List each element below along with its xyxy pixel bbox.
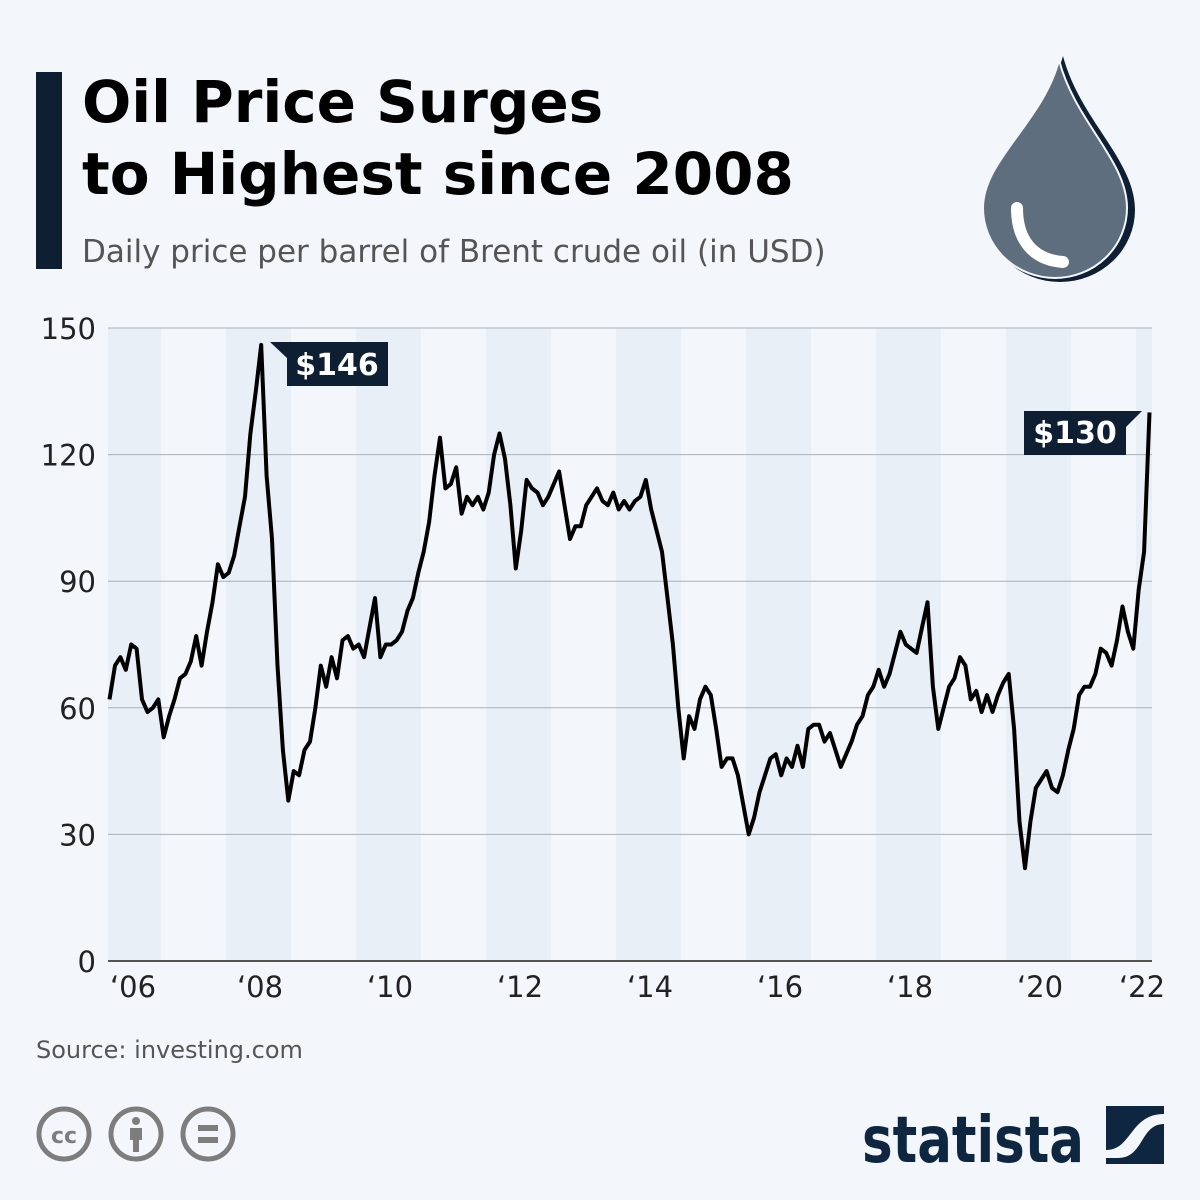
svg-text:cc: cc [51,1124,77,1149]
brand-name: statista [862,1104,1084,1170]
x-tick-label: ‘18 [887,970,933,1004]
x-tick-label: ‘22 [1119,970,1165,1004]
x-tick-label: ‘12 [497,970,543,1004]
attribution-icon[interactable] [108,1106,164,1162]
page-title: Oil Price Surges to Highest since 2008 [82,66,942,210]
annotation-text: $130 [1033,416,1117,451]
annotation-text: $146 [295,348,379,383]
y-tick-label: 0 [78,945,96,979]
x-axis-ticks: ‘06 ‘08 ‘10 ‘12 ‘14 ‘16 ‘18 ‘20 ‘22 [110,970,1165,1004]
y-tick-label: 120 [41,439,96,473]
year-band [746,328,811,961]
annotation-flag [270,342,388,386]
year-bands [108,328,1152,961]
x-tick-label: ‘20 [1017,970,1063,1004]
gridlines [108,327,1152,962]
annotations: $146 $130 [270,342,1142,455]
creative-commons-icon[interactable]: cc [36,1106,92,1162]
title-line-2: to Highest since 2008 [82,140,794,208]
x-tick-label: ‘10 [367,970,413,1004]
y-tick-label: 30 [59,818,96,852]
y-tick-label: 60 [59,692,96,726]
y-tick-label: 150 [41,312,96,346]
statista-logo-icon[interactable]: statista [862,1100,1172,1170]
year-band [486,328,551,961]
x-tick-label: ‘14 [627,970,673,1004]
title-accent-bar [36,72,62,269]
title-line-1: Oil Price Surges [82,68,604,136]
year-band [616,328,681,961]
x-tick-label: ‘08 [237,970,283,1004]
brent-price-line [107,342,1152,871]
y-axis-ticks: 0 30 60 90 120 150 [41,312,96,979]
year-band [226,328,291,961]
annotation-flag [1024,411,1142,455]
no-derivatives-icon[interactable] [180,1106,236,1162]
oil-drop-icon [981,56,1135,282]
subtitle: Daily price per barrel of Brent crude oi… [82,234,826,270]
y-tick-label: 90 [59,565,96,599]
annotation-label: $146 [270,342,388,386]
x-tick-label: ‘06 [110,970,156,1004]
source-note: Source: investing.com [36,1036,303,1064]
year-band [108,328,161,961]
x-tick-label: ‘16 [757,970,803,1004]
license-icons[interactable]: cc [36,1106,246,1162]
line-chart: 0 30 60 90 120 150 ‘06 ‘08 ‘10 ‘12 ‘14 ‘16 ‘18 ‘20 ‘2… [41,312,1165,1004]
annotation-label: $130 [1024,411,1142,455]
